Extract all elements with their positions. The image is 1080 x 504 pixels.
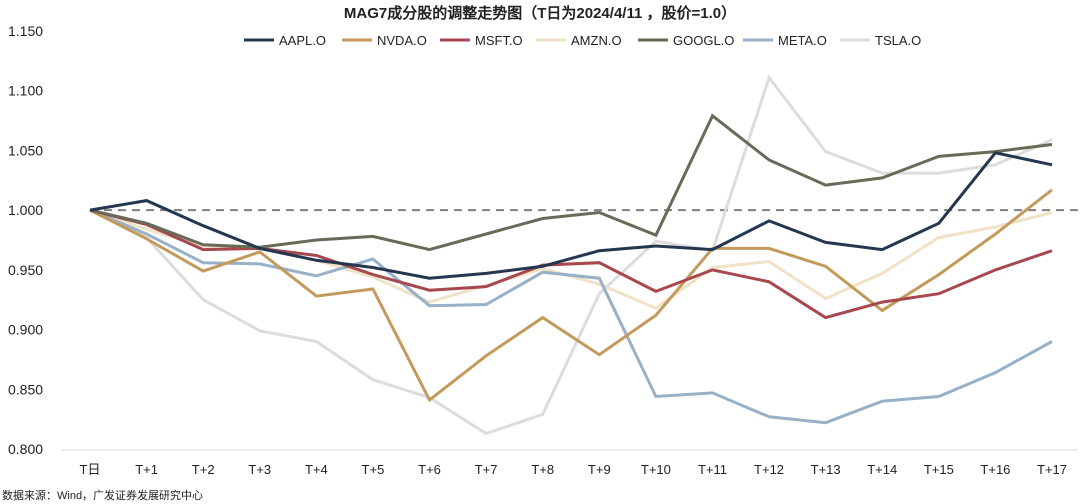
x-tick-label: T+13	[811, 462, 841, 477]
series-line-msft-o	[89, 208, 1053, 320]
x-tick-label: T+11	[698, 462, 727, 477]
series-line-nvda-o	[89, 188, 1053, 403]
y-tick-label: 0.900	[8, 322, 43, 338]
legend-label: AMZN.O	[571, 33, 622, 48]
y-tick-label: 1.150	[8, 23, 43, 39]
y-tick-label: 0.950	[8, 262, 43, 278]
legend-label: MSFT.O	[475, 33, 523, 48]
x-tick-label: T+6	[418, 462, 441, 477]
x-tick-label: T+12	[754, 462, 784, 477]
x-tick-label: T+9	[588, 462, 611, 477]
y-tick-label: 1.050	[8, 142, 43, 158]
legend-label: META.O	[778, 33, 827, 48]
x-tick-label: T+7	[475, 462, 498, 477]
series-line-googl-o	[89, 113, 1053, 252]
y-tick-label: 1.100	[8, 83, 43, 99]
series-line-meta-o	[89, 208, 1053, 425]
y-tick-label: 0.800	[8, 441, 43, 457]
x-tick-label: T+17	[1037, 462, 1067, 477]
x-tick-label: T+16	[980, 462, 1010, 477]
legend-label: NVDA.O	[377, 33, 427, 48]
legend-label: TSLA.O	[875, 33, 921, 48]
legend-label: AAPL.O	[279, 33, 326, 48]
series-line-aapl-o	[89, 151, 1053, 280]
x-tick-label: T+4	[305, 462, 328, 477]
chart-title: MAG7成分股的调整走势图（T日为2024/4/11 ，股价=1.0）	[343, 5, 737, 22]
x-tick-label: T+3	[248, 462, 271, 477]
x-tick-label: T+2	[192, 462, 215, 477]
x-tick-label: T日	[80, 462, 101, 477]
x-tick-label: T+10	[641, 462, 671, 477]
x-tick-label: T+15	[924, 462, 954, 477]
x-tick-label: T+5	[362, 462, 385, 477]
source-note: 数据来源：Wind，广发证券发展研究中心	[2, 490, 204, 502]
legend-label: GOOGL.O	[673, 33, 734, 48]
x-tick-label: T+8	[531, 462, 554, 477]
y-tick-label: 0.850	[8, 381, 43, 397]
y-tick-label: 1.000	[8, 202, 43, 218]
x-tick-label: T+14	[867, 462, 897, 477]
x-tick-label: T+1	[135, 462, 158, 477]
